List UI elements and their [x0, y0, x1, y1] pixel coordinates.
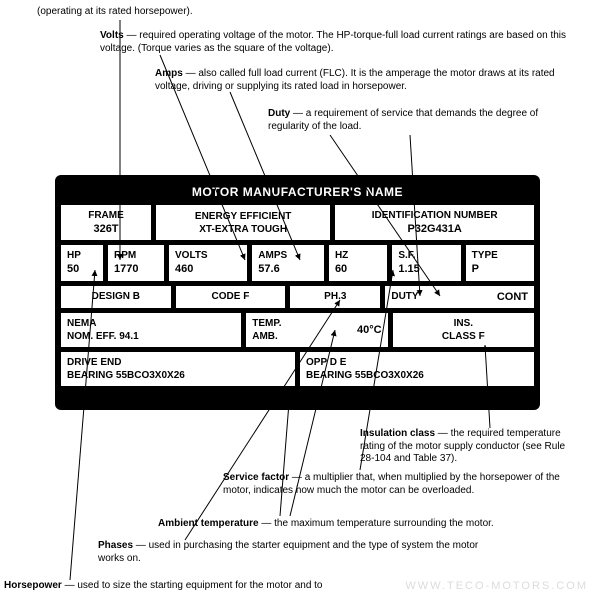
- cell-temp: TEMP. AMB. 40°C: [246, 313, 387, 347]
- hp-value: 50: [67, 262, 97, 276]
- cell-energy: ENERGY EFFICIENT XT-EXTRA TOUGH: [156, 205, 330, 240]
- annotation-volts-term: Volts: [100, 30, 124, 41]
- sf-value: 1.15: [398, 262, 454, 276]
- ins-l2: CLASS F: [442, 330, 485, 343]
- watermark: WWW.TECO-MOTORS.COM: [405, 580, 588, 592]
- cell-nema: NEMA NOM. EFF. 94.1: [61, 313, 241, 347]
- cell-rpm: RPM 1770: [108, 245, 164, 280]
- frame-value: 326T: [93, 222, 118, 236]
- annotation-ambient-text: — the maximum temperature surrounding th…: [259, 518, 494, 529]
- opde-l1: OPP D E: [306, 356, 528, 369]
- ident-value: P32G431A: [407, 222, 461, 236]
- annotation-hp-term: Horsepower: [4, 580, 62, 591]
- annotation-duty: Duty — a requirement of service that dem…: [268, 108, 568, 133]
- annotation-duty-text: — a requirement of service that demands …: [268, 108, 538, 132]
- ident-label: IDENTIFICATION NUMBER: [372, 209, 498, 222]
- rpm-value: 1770: [114, 262, 158, 276]
- annotation-hp-text: — used to size the starting equipment fo…: [62, 580, 323, 591]
- nameplate-row-1: FRAME 326T ENERGY EFFICIENT XT-EXTRA TOU…: [61, 205, 534, 240]
- annotation-phases: Phases — used in purchasing the starter …: [98, 540, 498, 565]
- cell-design: DESIGN B: [61, 286, 171, 308]
- ins-l1: INS.: [454, 317, 473, 330]
- de-l1: DRIVE END: [67, 356, 289, 369]
- cell-amps: AMPS 57.6: [252, 245, 324, 280]
- hz-label: HZ: [335, 249, 381, 262]
- cell-frame: FRAME 326T: [61, 205, 151, 240]
- cell-hz: HZ 60: [329, 245, 387, 280]
- cell-ins: INS. CLASS F: [393, 313, 534, 347]
- code-label: CODE F: [212, 290, 250, 303]
- type-value: P: [472, 262, 528, 276]
- energy-l1: ENERGY EFFICIENT: [195, 210, 292, 223]
- cell-type: TYPE P: [466, 245, 534, 280]
- annotation-insulation-term: Insulation class: [360, 428, 435, 439]
- nameplate-row-4: NEMA NOM. EFF. 94.1 TEMP. AMB. 40°C INS.…: [61, 313, 534, 347]
- nema-l1: NEMA: [67, 317, 235, 330]
- cell-sf: S.F. 1.15: [392, 245, 460, 280]
- annotation-ambient-term: Ambient temperature: [158, 518, 259, 529]
- nameplate-row-5: DRIVE END BEARING 55BCO3X0X26 OPP D E BE…: [61, 352, 534, 386]
- annotation-amps-text: — also called full load current (FLC). I…: [155, 68, 555, 92]
- type-label: TYPE: [472, 249, 528, 262]
- annotation-amps: Amps — also called full load current (FL…: [155, 68, 575, 93]
- cell-code: CODE F: [176, 286, 286, 308]
- cell-ph: PH.3: [290, 286, 380, 308]
- annotation-phases-term: Phases: [98, 540, 133, 551]
- ph-label: PH.3: [324, 290, 346, 303]
- nema-l2: NOM. EFF. 94.1: [67, 330, 235, 343]
- volts-label: VOLTS: [175, 249, 241, 262]
- nameplate-title: MOTOR MANUFACTURER'S NAME: [61, 181, 534, 205]
- opde-l2: BEARING 55BCO3X0X26: [306, 369, 528, 382]
- sf-label: S.F.: [398, 249, 454, 262]
- nameplate: MOTOR MANUFACTURER'S NAME FRAME 326T ENE…: [55, 175, 540, 410]
- hp-label: HP: [67, 249, 97, 262]
- amps-value: 57.6: [258, 262, 318, 276]
- cell-ident: IDENTIFICATION NUMBER P32G431A: [335, 205, 534, 240]
- annotation-operating: (operating at its rated horsepower).: [37, 6, 337, 19]
- annotation-volts-text: — required operating voltage of the moto…: [100, 30, 566, 54]
- temp-sub: AMB.: [252, 330, 281, 343]
- cell-opp-de: OPP D E BEARING 55BCO3X0X26: [300, 352, 534, 386]
- annotation-duty-term: Duty: [268, 108, 290, 119]
- duty-label: DUTY: [391, 290, 418, 303]
- annotation-amps-term: Amps: [155, 68, 183, 79]
- annotation-phases-text: — used in purchasing the starter equipme…: [98, 540, 478, 564]
- cell-volts: VOLTS 460: [169, 245, 247, 280]
- energy-l2: XT-EXTRA TOUGH: [199, 223, 287, 236]
- annotation-ambient: Ambient temperature — the maximum temper…: [158, 518, 578, 531]
- rpm-label: RPM: [114, 249, 158, 262]
- annotation-service-factor: Service factor — a multiplier that, when…: [223, 472, 563, 497]
- frame-label: FRAME: [88, 209, 124, 222]
- hz-value: 60: [335, 262, 381, 276]
- annotation-insulation: Insulation class — the required temperat…: [360, 428, 580, 466]
- duty-value: CONT: [497, 290, 528, 304]
- nameplate-row-3: DESIGN B CODE F PH.3 DUTY CONT: [61, 286, 534, 308]
- cell-duty: DUTY CONT: [385, 286, 534, 308]
- volts-value: 460: [175, 262, 241, 276]
- temp-value: 40°C: [357, 323, 382, 337]
- cell-hp: HP 50: [61, 245, 103, 280]
- amps-label: AMPS: [258, 249, 318, 262]
- annotation-operating-text: (operating at its rated horsepower).: [37, 6, 193, 17]
- design-label: DESIGN B: [92, 290, 140, 303]
- temp-label: TEMP.: [252, 317, 281, 330]
- de-l2: BEARING 55BCO3X0X26: [67, 369, 289, 382]
- cell-drive-end: DRIVE END BEARING 55BCO3X0X26: [61, 352, 295, 386]
- annotation-sf-term: Service factor: [223, 472, 289, 483]
- annotation-horsepower: Horsepower — used to size the starting e…: [4, 580, 424, 593]
- annotation-volts: Volts — required operating voltage of th…: [100, 30, 570, 55]
- nameplate-row-2: HP 50 RPM 1770 VOLTS 460 AMPS 57.6 HZ 60…: [61, 245, 534, 280]
